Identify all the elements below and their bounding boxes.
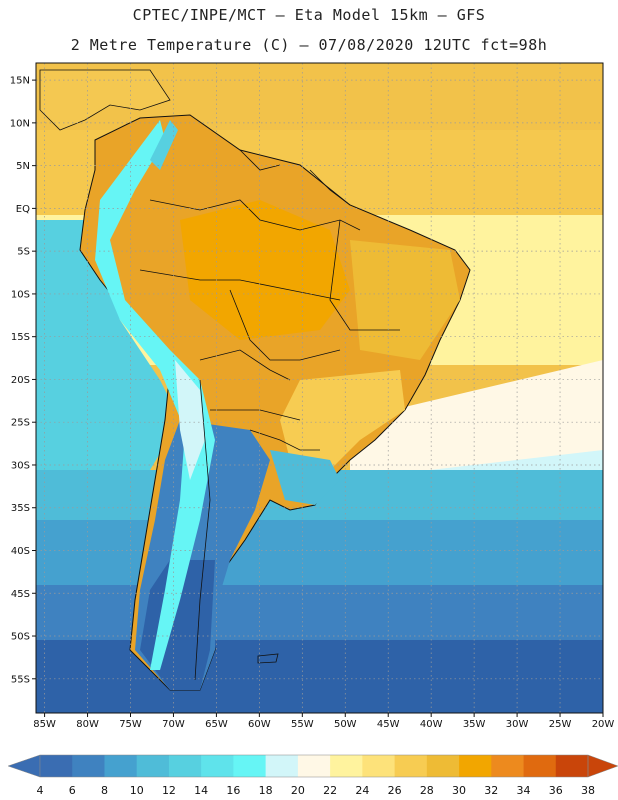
colorbar-min-arrow: [7, 754, 41, 778]
colorbar-swatch: [136, 755, 170, 777]
colorbar-swatch: [394, 755, 428, 777]
colorbar: [7, 754, 618, 778]
colorbar-swatch: [362, 755, 395, 777]
colorbar-label: 38: [581, 784, 595, 797]
colorbar-label: 14: [194, 784, 209, 797]
graticule: [36, 63, 604, 713]
uruguay-region: [270, 450, 340, 505]
lat-tick-label: 25S: [11, 418, 30, 429]
lon-tick-label: 50W: [334, 719, 357, 730]
andes-cold-strip: [95, 120, 215, 670]
colorbar-label: 20: [290, 784, 305, 797]
colorbar-label: 24: [355, 784, 370, 797]
lat-tick-label: 10N: [10, 118, 30, 129]
colorbar-label: 8: [100, 784, 108, 797]
lat-tick-label: 15S: [11, 332, 30, 343]
colorbar-swatch: [523, 755, 557, 777]
colorbar-label: 30: [452, 784, 467, 797]
lon-tick-label: 80W: [76, 719, 99, 730]
chart-title: CPTEC/INPE/MCT – Eta Model 15km – GFS: [132, 6, 486, 24]
lat-tick-label: EQ: [16, 204, 30, 215]
lat-tick-label: 15N: [10, 76, 30, 87]
colorbar-label: 4: [36, 784, 44, 797]
colorbar-label: 18: [258, 784, 273, 797]
colorbar-label: 36: [548, 784, 563, 797]
lat-tick-label: 30S: [11, 460, 30, 471]
colorbar-label: 32: [484, 784, 499, 797]
ocean-pacific-cool: [36, 220, 180, 470]
lon-tick-label: 65W: [205, 719, 228, 730]
colorbar-swatch: [233, 755, 266, 777]
colorbar-swatch: [168, 755, 202, 777]
lat-tick-label: 5N: [16, 161, 30, 172]
lon-tick-label: 60W: [248, 719, 271, 730]
southeast-brazil-region: [280, 370, 405, 470]
lat-tick-label: 5S: [17, 247, 30, 258]
colorbar-swatch: [297, 755, 331, 777]
colorbar-label: 6: [68, 784, 76, 797]
lon-tick-label: 35W: [463, 719, 486, 730]
colorbar-label: 16: [226, 784, 241, 797]
lat-tick-label: 40S: [11, 546, 30, 557]
lon-tick-label: 45W: [377, 719, 400, 730]
lat-tick-label: 55S: [11, 674, 30, 685]
colorbar-swatch: [265, 755, 299, 777]
amazon-hot-region: [180, 200, 350, 340]
colorbar-swatch: [330, 755, 363, 777]
lat-tick-label: 20S: [11, 375, 30, 386]
lat-tick-label: 10S: [11, 289, 30, 300]
colorbar-label: 26: [387, 784, 402, 797]
colorbar-label: 34: [516, 784, 531, 797]
colorbar-swatch: [40, 755, 73, 777]
lat-tick-label: 35S: [11, 503, 30, 514]
colorbar-label: 28: [419, 784, 434, 797]
colorbar-swatch: [104, 755, 138, 777]
lon-tick-label: 40W: [420, 719, 443, 730]
central-america-land: [39, 69, 171, 131]
altiplano-region: [175, 360, 205, 480]
map-frame: [35, 62, 604, 714]
country-borders: [139, 149, 400, 681]
longitude-axis: 85W 80W 75W 70W 65W 60W 55W 50W 45W 40W 35W 30W 25W 2…: [33, 713, 614, 730]
lon-tick-label: 25W: [549, 719, 572, 730]
latitude-axis: 15N 10N 5N EQ 5S 10S 15S 20S 25S 30S 35S 40S 45S 50S 5…: [10, 76, 36, 685]
colorbar-max-arrow: [587, 754, 618, 778]
ocean-band-10: [36, 520, 603, 590]
ocean-band-6: [36, 640, 603, 713]
lat-tick-label: 50S: [11, 632, 30, 643]
colombian-andes: [150, 120, 178, 170]
colorbar-swatch: [459, 755, 492, 777]
colorbar-label: 22: [323, 784, 338, 797]
falkland-islands: [257, 653, 279, 664]
colorbar-swatch: [72, 755, 105, 777]
colorbar-swatch: [201, 755, 234, 777]
lon-tick-label: 55W: [291, 719, 314, 730]
colorbar-swatch: [491, 755, 524, 777]
colorbar-swatch: [426, 755, 460, 777]
chart-subtitle: 2 Metre Temperature (C) – 07/08/2020 12U…: [70, 36, 548, 54]
colorbar-frame: [39, 754, 589, 778]
lat-tick-label: 45S: [11, 589, 30, 600]
lon-tick-label: 20W: [592, 719, 615, 730]
colorbar-label: 12: [161, 784, 176, 797]
colorbar-swatch: [555, 755, 589, 777]
colorbar-label: 10: [129, 784, 144, 797]
lon-tick-label: 85W: [33, 719, 56, 730]
lon-tick-label: 30W: [506, 719, 529, 730]
lon-tick-label: 75W: [119, 719, 142, 730]
lon-tick-label: 70W: [162, 719, 185, 730]
